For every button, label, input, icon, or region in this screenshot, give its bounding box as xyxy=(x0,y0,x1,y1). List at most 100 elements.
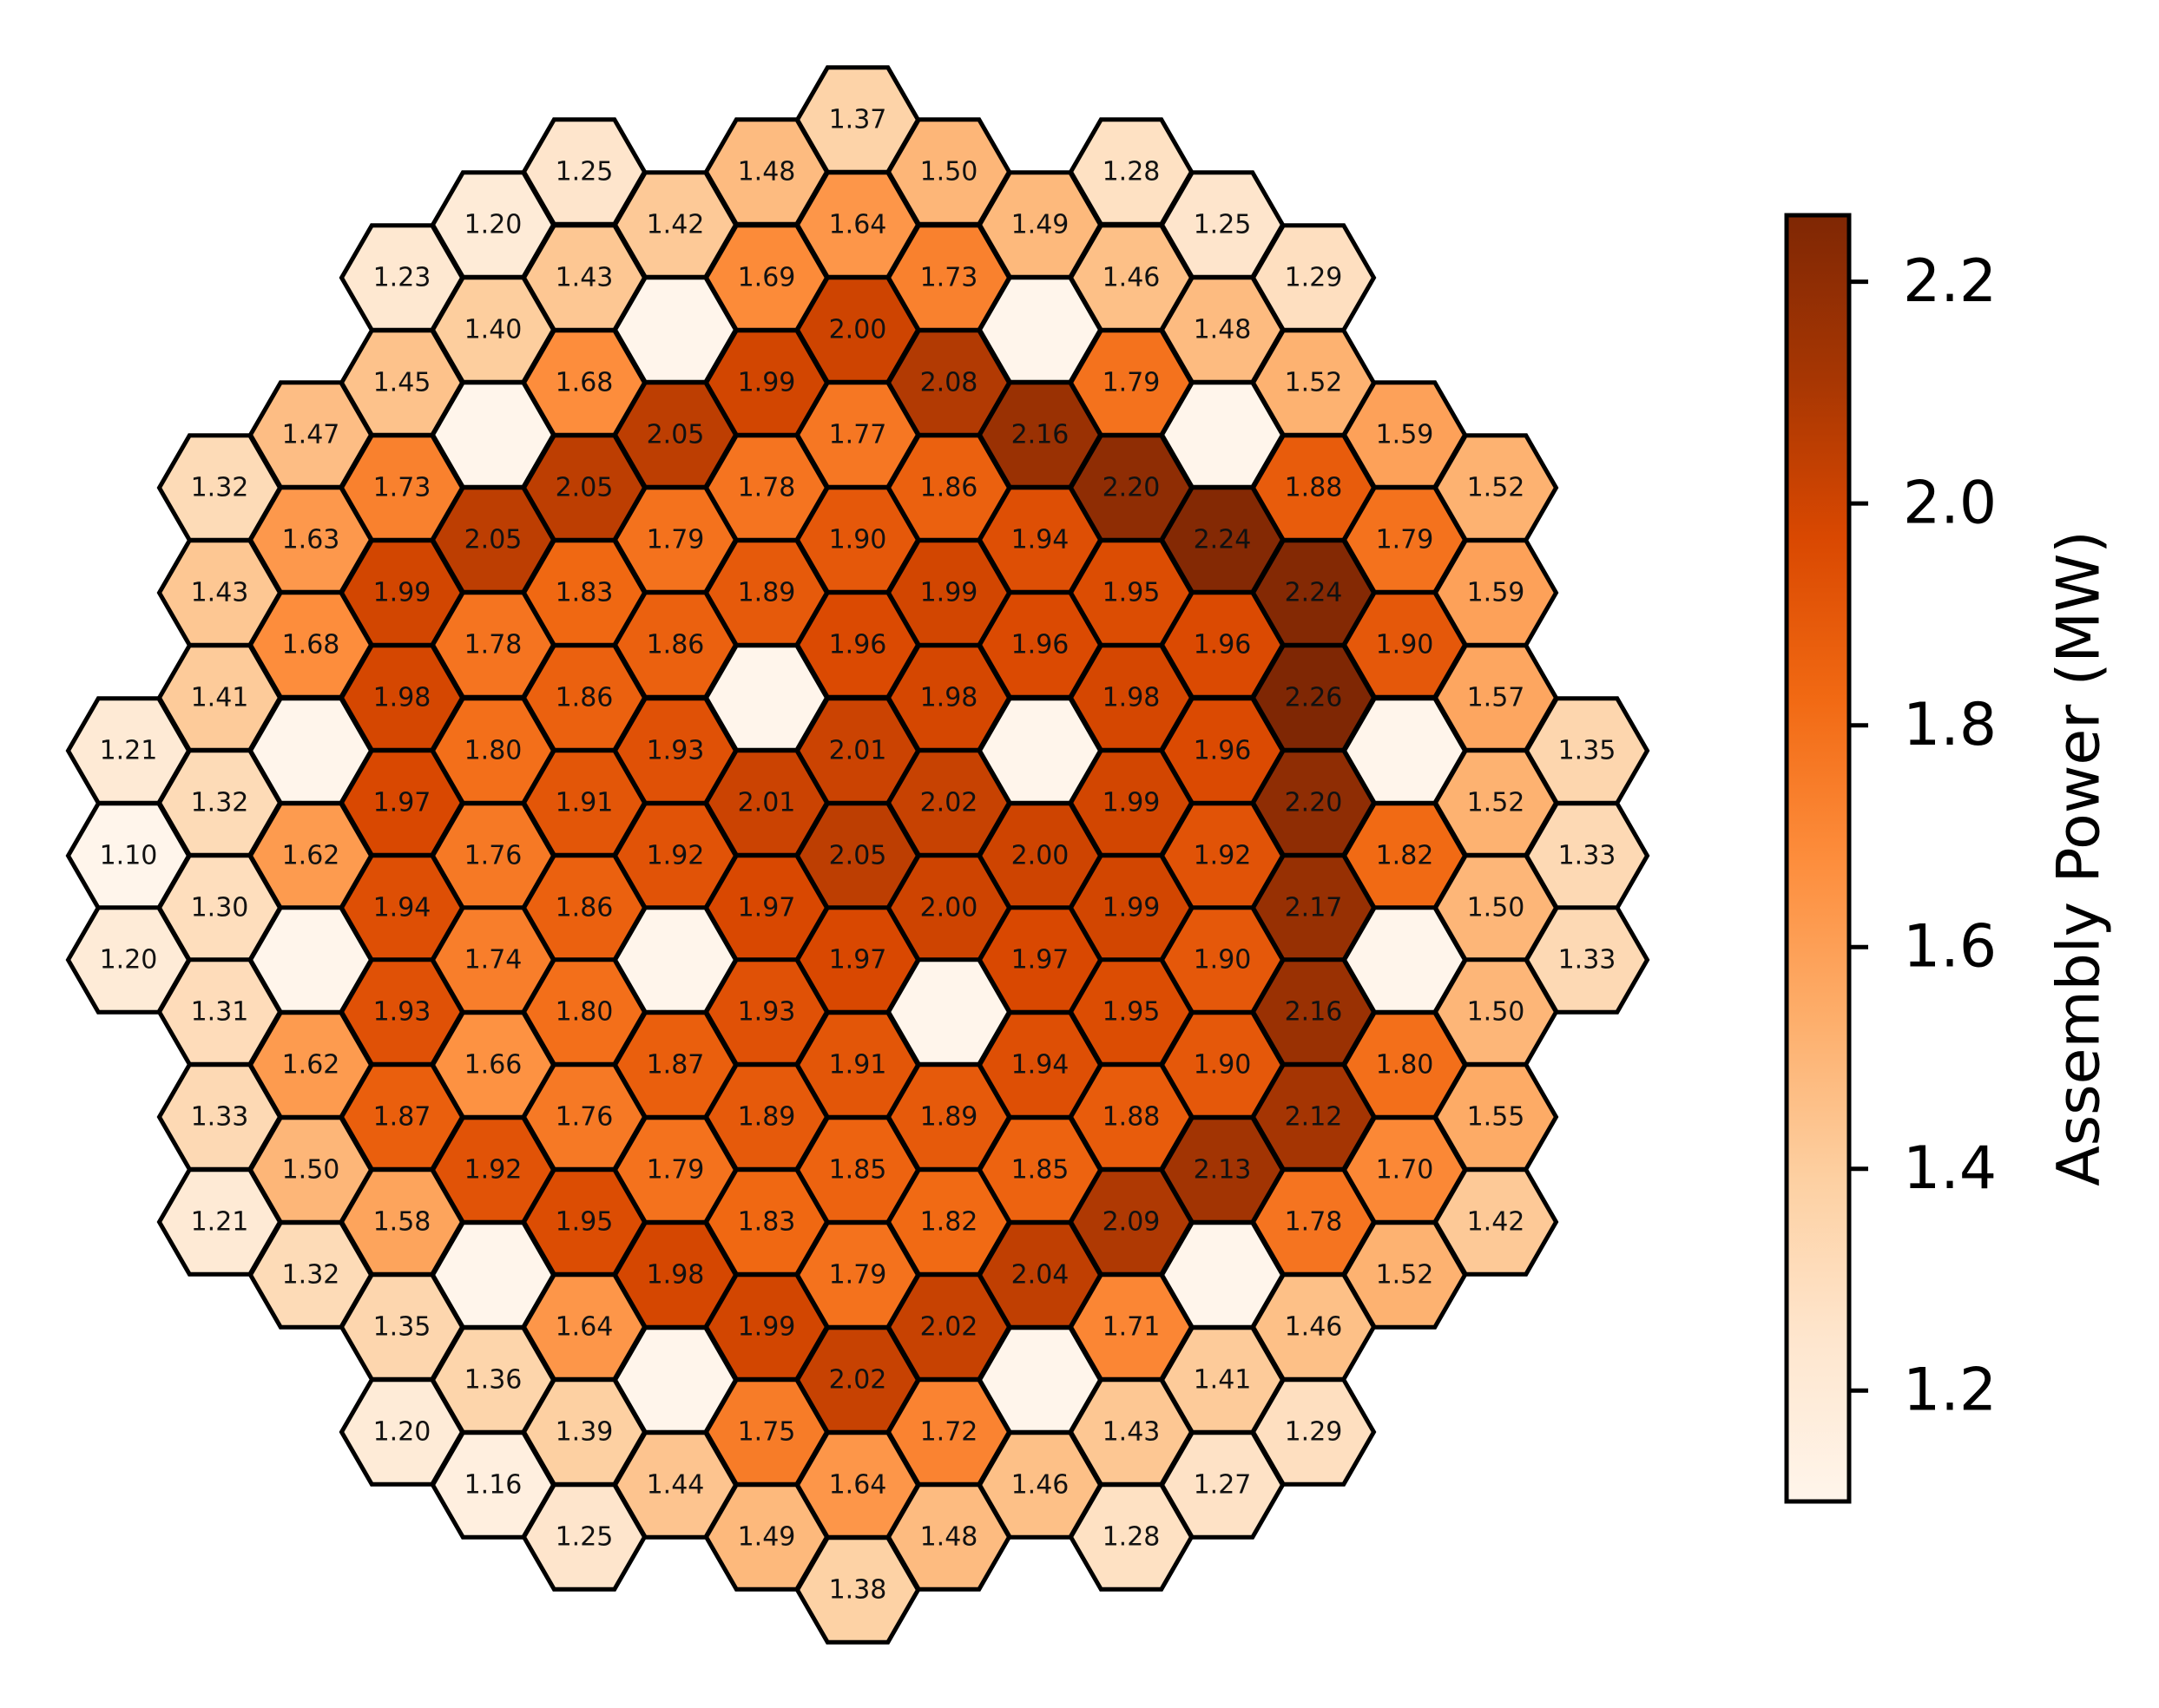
hex-cell-value: 1.48 xyxy=(738,157,796,187)
hex-cell-value: 1.52 xyxy=(1467,473,1525,503)
hex-cell-value: 1.29 xyxy=(1285,263,1343,293)
hex-cell-value: 2.20 xyxy=(1103,473,1161,503)
hex-cell-value: 1.55 xyxy=(1467,1102,1525,1133)
hex-cell-value: 1.93 xyxy=(738,997,796,1028)
hex-cell-value: 1.23 xyxy=(373,263,431,293)
hex-cell-value: 1.93 xyxy=(647,736,705,766)
hex-cell-value: 1.86 xyxy=(647,630,705,660)
hex-cell-value: 1.35 xyxy=(1558,736,1616,766)
hex-cell-value: 1.38 xyxy=(829,1575,887,1606)
hex-cell-value: 2.01 xyxy=(738,788,796,818)
hex-cell-value: 1.43 xyxy=(1103,1417,1161,1448)
hex-cell-value: 1.88 xyxy=(1103,1102,1161,1133)
hex-cell-value: 1.27 xyxy=(1194,1470,1252,1501)
hex-cell-value: 1.73 xyxy=(920,263,978,293)
hex-cell-value: 1.43 xyxy=(191,578,249,608)
hex-cell-value: 2.24 xyxy=(1285,578,1343,608)
colorbar: 1.2 1.4 1.6 1.8 2.0 2.2 xyxy=(1784,213,1997,1504)
hex-cell-value: 1.71 xyxy=(1103,1312,1161,1343)
hex-cell-value: 2.16 xyxy=(1285,997,1343,1028)
hex-cell-value: 2.08 xyxy=(920,368,978,398)
hex-cell-value: 1.95 xyxy=(556,1207,614,1238)
hex-cell-value: 1.76 xyxy=(556,1102,614,1133)
hex-cell-value: 1.94 xyxy=(1011,525,1070,555)
hex-cell-value: 1.20 xyxy=(100,945,158,976)
hex-cell-value: 2.26 xyxy=(1285,683,1343,713)
hex-cell-value: 1.80 xyxy=(464,736,523,766)
hex-cell-value: 1.33 xyxy=(191,1102,249,1133)
hex-cell-value: 1.49 xyxy=(738,1522,796,1553)
hex-cell-value: 1.99 xyxy=(738,1312,796,1343)
hex-cell-value: 1.49 xyxy=(1011,210,1070,240)
hex-cell-value: 1.99 xyxy=(738,368,796,398)
hex-cell-value: 1.92 xyxy=(647,841,705,871)
hex-cell-value: 2.00 xyxy=(920,893,978,923)
hex-cell-value: 2.05 xyxy=(647,420,705,450)
hex-cell-value: 1.21 xyxy=(100,736,158,766)
hex-cell-value: 1.64 xyxy=(829,210,887,240)
hex-cell-value: 1.32 xyxy=(282,1260,340,1291)
hex-cell-value: 1.78 xyxy=(1285,1207,1343,1238)
hex-cell-value: 1.90 xyxy=(829,525,887,555)
hex-cell-value: 2.00 xyxy=(1011,841,1070,871)
hex-cell-value: 1.98 xyxy=(920,683,978,713)
hex-cell-value: 1.46 xyxy=(1103,263,1161,293)
hex-cell-value: 1.37 xyxy=(829,105,887,135)
hex-cell-value: 1.89 xyxy=(920,1102,978,1133)
hex-cell-value: 1.33 xyxy=(1558,945,1616,976)
hex-cell-value: 1.89 xyxy=(738,1102,796,1133)
hex-cell-value: 2.05 xyxy=(556,473,614,503)
hex-cell-value: 1.62 xyxy=(282,1050,340,1081)
hex-cell-value: 1.74 xyxy=(464,945,523,976)
hex-cell-value: 1.64 xyxy=(829,1470,887,1501)
colorbar-tick-label: 1.6 xyxy=(1903,913,1997,982)
colorbar-tick-label: 2.2 xyxy=(1903,247,1997,316)
hex-cell-value: 2.00 xyxy=(829,315,887,345)
hex-cell-value: 1.97 xyxy=(738,893,796,923)
hex-cell-value: 1.79 xyxy=(829,1260,887,1291)
hex-cell-value: 1.36 xyxy=(464,1365,523,1396)
hex-cell-value: 1.44 xyxy=(647,1470,705,1501)
hex-cell-value: 1.90 xyxy=(1194,945,1252,976)
hex-cell-value: 2.04 xyxy=(1011,1260,1070,1291)
hex-cell-value: 1.58 xyxy=(373,1207,431,1238)
hex-cell-value: 1.72 xyxy=(920,1417,978,1448)
hex-cells: 1.21 1.10 1.20 1.32 1.43 1.41 1.32 1.30 1.31 1.33… xyxy=(65,65,1650,1645)
hex-cell-value: 1.73 xyxy=(373,473,431,503)
hex-cell-value: 1.86 xyxy=(920,473,978,503)
hex-cell-value: 1.68 xyxy=(282,630,340,660)
hex-cell-value: 1.25 xyxy=(556,157,614,187)
hex-cell-value: 1.79 xyxy=(1103,368,1161,398)
colorbar-body xyxy=(1784,213,1852,1504)
hex-cell-value: 1.78 xyxy=(738,473,796,503)
hex-cell-value: 1.75 xyxy=(738,1417,796,1448)
hex-cell-value: 1.82 xyxy=(920,1207,978,1238)
hex-cell-value: 1.96 xyxy=(1194,630,1252,660)
hex-cell-value: 1.87 xyxy=(373,1102,431,1133)
hex-cell-value: 1.83 xyxy=(556,578,614,608)
hex-cell-value: 1.46 xyxy=(1011,1470,1070,1501)
hex-cell-value: 1.33 xyxy=(1558,841,1616,871)
hex-cell-value: 1.45 xyxy=(373,368,431,398)
hex-cell-value: 1.32 xyxy=(191,788,249,818)
hex-cell-value: 1.48 xyxy=(1194,315,1252,345)
hex-cell-value: 1.16 xyxy=(464,1470,523,1501)
hex-cell-value: 1.97 xyxy=(829,945,887,976)
hex-cell-value: 1.25 xyxy=(1194,210,1252,240)
hex-cell-value: 2.17 xyxy=(1285,893,1343,923)
hex-cell-value: 1.57 xyxy=(1467,683,1525,713)
hex-cell-value: 1.42 xyxy=(1467,1207,1525,1238)
hex-cell-value: 2.20 xyxy=(1285,788,1343,818)
hex-cell-value: 1.47 xyxy=(282,420,340,450)
hex-cell-value: 1.87 xyxy=(647,1050,705,1081)
hex-cell-value: 1.90 xyxy=(1194,1050,1252,1081)
hex-cell-value: 1.21 xyxy=(191,1207,249,1238)
hex-cell-value: 1.99 xyxy=(373,578,431,608)
hex-cell-value: 1.79 xyxy=(647,525,705,555)
hex-cell-value: 1.82 xyxy=(1376,841,1434,871)
hex-cell-value: 1.68 xyxy=(556,368,614,398)
hex-cell-value: 1.98 xyxy=(1103,683,1161,713)
hex-cell-value: 1.46 xyxy=(1285,1312,1343,1343)
hex-cell-value: 1.98 xyxy=(373,683,431,713)
